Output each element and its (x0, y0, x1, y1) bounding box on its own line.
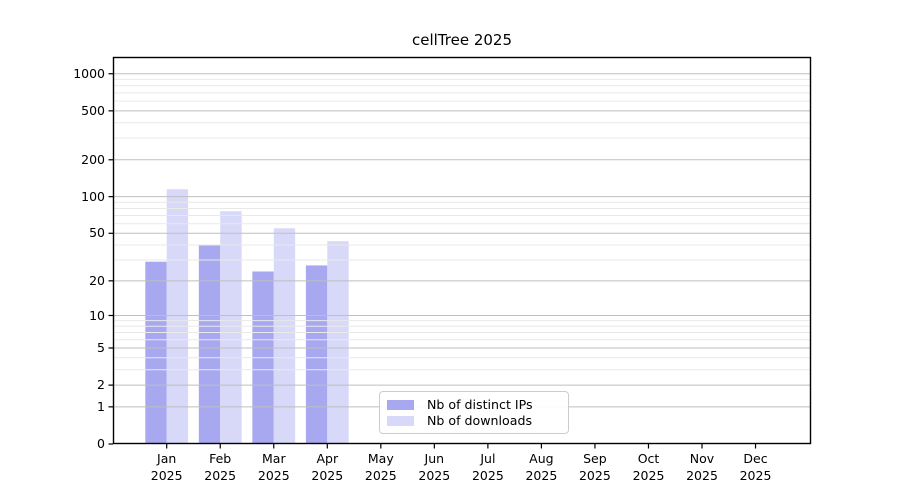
x-tick-label-apr: Apr 2025 (311, 451, 344, 483)
y-tick-label-1: 1 (97, 398, 105, 414)
y-tick-label-1000: 1000 (73, 65, 105, 81)
x-tick-label-dec: Dec 2025 (739, 451, 772, 483)
bar-distinct-ips-feb (198, 244, 221, 444)
legend-swatch-distinct-ips-icon (387, 399, 414, 410)
y-tick-label-200: 200 (81, 151, 105, 167)
legend-item-downloads: Nb of downloads (387, 413, 559, 428)
x-tick-label-oct: Oct 2025 (632, 451, 665, 483)
y-tick-label-5: 5 (97, 340, 105, 355)
y-tick-label-10: 10 (89, 307, 105, 323)
x-tick-label-jun: Jun 2025 (418, 451, 451, 483)
legend-item-distinct-ips: Nb of distinct IPs (387, 397, 559, 412)
x-tick-label-mar: Mar 2025 (257, 451, 290, 483)
x-tick-label-jul: Jul 2025 (471, 451, 504, 483)
y-tick-label-100: 100 (81, 188, 105, 204)
bar-distinct-ips-apr (305, 265, 328, 444)
bar-downloads-jan (166, 189, 189, 444)
x-tick-label-aug: Aug 2025 (525, 451, 558, 483)
y-tick-label-20: 20 (89, 272, 105, 288)
y-tick-label-50: 50 (89, 225, 105, 241)
y-tick-label-0: 0 (97, 436, 105, 451)
bar-downloads-mar (273, 228, 296, 444)
x-tick-label-sep: Sep 2025 (578, 451, 611, 483)
y-tick-label-500: 500 (81, 102, 105, 118)
y-tick-label-2: 2 (97, 377, 105, 393)
legend: Nb of distinct IPs Nb of downloads (379, 391, 569, 434)
bar-downloads-apr (327, 241, 349, 444)
plot-area (108, 56, 812, 449)
plot-frame (112, 56, 812, 445)
bar-downloads-feb (220, 211, 242, 444)
legend-label-distinct-ips: Nb of distinct IPs (427, 397, 533, 412)
bar-distinct-ips-jan (145, 261, 167, 444)
x-tick-label-may: May 2025 (364, 451, 397, 483)
legend-label-downloads: Nb of downloads (427, 413, 533, 428)
x-tick-label-feb: Feb 2025 (204, 451, 237, 483)
x-tick-label-nov: Nov 2025 (686, 451, 718, 483)
chart-title: cellTree 2025 (411, 31, 512, 49)
legend-swatch-downloads-icon (387, 415, 414, 426)
x-tick-label-jan: Jan 2025 (150, 451, 183, 483)
